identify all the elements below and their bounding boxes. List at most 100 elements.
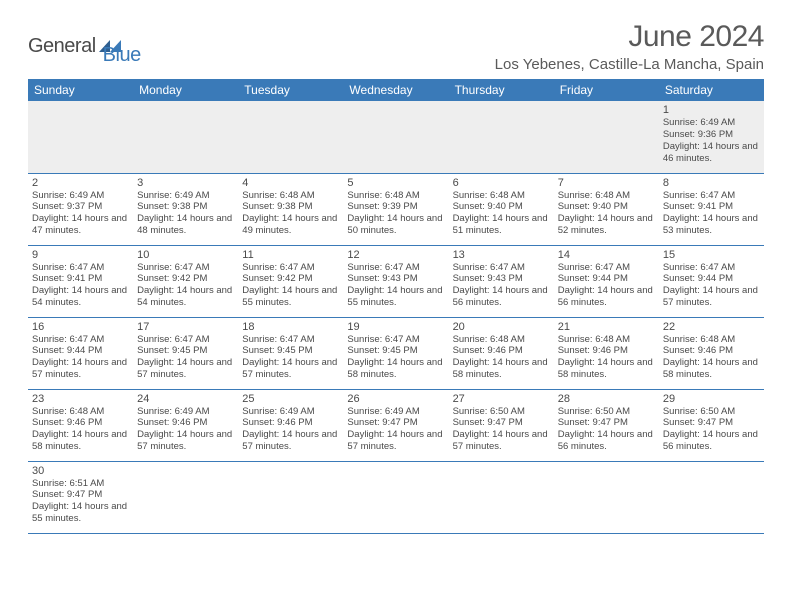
sunset-text: Sunset: 9:46 PM: [137, 417, 234, 429]
week-row: 23Sunrise: 6:48 AMSunset: 9:46 PMDayligh…: [28, 389, 764, 461]
week-row: 9Sunrise: 6:47 AMSunset: 9:41 PMDaylight…: [28, 245, 764, 317]
sunrise-text: Sunrise: 6:48 AM: [453, 190, 550, 202]
day-cell: [659, 461, 764, 533]
sunset-text: Sunset: 9:37 PM: [32, 201, 129, 213]
day-cell: [28, 101, 133, 173]
daylight-text: Daylight: 14 hours and 47 minutes.: [32, 213, 129, 237]
sunset-text: Sunset: 9:38 PM: [137, 201, 234, 213]
brand-part2: Blue: [103, 44, 141, 67]
day-cell: 5Sunrise: 6:48 AMSunset: 9:39 PMDaylight…: [343, 173, 448, 245]
day-number: 16: [32, 321, 129, 333]
day-cell: 13Sunrise: 6:47 AMSunset: 9:43 PMDayligh…: [449, 245, 554, 317]
sunset-text: Sunset: 9:46 PM: [663, 345, 760, 357]
day-cell: 9Sunrise: 6:47 AMSunset: 9:41 PMDaylight…: [28, 245, 133, 317]
daylight-text: Daylight: 14 hours and 56 minutes.: [558, 429, 655, 453]
calendar-table: Sunday Monday Tuesday Wednesday Thursday…: [28, 79, 764, 534]
sunset-text: Sunset: 9:40 PM: [453, 201, 550, 213]
sunrise-text: Sunrise: 6:47 AM: [32, 334, 129, 346]
sunset-text: Sunset: 9:46 PM: [32, 417, 129, 429]
day-cell: 1Sunrise: 6:49 AMSunset: 9:36 PMDaylight…: [659, 101, 764, 173]
daylight-text: Daylight: 14 hours and 58 minutes.: [663, 357, 760, 381]
daylight-text: Daylight: 14 hours and 56 minutes.: [663, 429, 760, 453]
day-cell: 18Sunrise: 6:47 AMSunset: 9:45 PMDayligh…: [238, 317, 343, 389]
day-header: Friday: [554, 79, 659, 101]
sunset-text: Sunset: 9:39 PM: [347, 201, 444, 213]
sunrise-text: Sunrise: 6:49 AM: [663, 117, 760, 129]
day-number: 13: [453, 249, 550, 261]
daylight-text: Daylight: 14 hours and 57 minutes.: [32, 357, 129, 381]
day-cell: 22Sunrise: 6:48 AMSunset: 9:46 PMDayligh…: [659, 317, 764, 389]
daylight-text: Daylight: 14 hours and 57 minutes.: [453, 429, 550, 453]
day-number: 10: [137, 249, 234, 261]
day-header: Tuesday: [238, 79, 343, 101]
day-cell: [554, 101, 659, 173]
sunrise-text: Sunrise: 6:48 AM: [347, 190, 444, 202]
day-cell: 17Sunrise: 6:47 AMSunset: 9:45 PMDayligh…: [133, 317, 238, 389]
day-number: 11: [242, 249, 339, 261]
day-number: 14: [558, 249, 655, 261]
sunrise-text: Sunrise: 6:49 AM: [347, 406, 444, 418]
day-number: 30: [32, 465, 129, 477]
daylight-text: Daylight: 14 hours and 56 minutes.: [558, 285, 655, 309]
daylight-text: Daylight: 14 hours and 55 minutes.: [32, 501, 129, 525]
sunrise-text: Sunrise: 6:48 AM: [453, 334, 550, 346]
sunrise-text: Sunrise: 6:47 AM: [137, 262, 234, 274]
day-cell: 7Sunrise: 6:48 AMSunset: 9:40 PMDaylight…: [554, 173, 659, 245]
sunrise-text: Sunrise: 6:47 AM: [347, 262, 444, 274]
sunset-text: Sunset: 9:47 PM: [663, 417, 760, 429]
brand-part1: General: [28, 35, 96, 58]
sunrise-text: Sunrise: 6:47 AM: [663, 262, 760, 274]
day-cell: 3Sunrise: 6:49 AMSunset: 9:38 PMDaylight…: [133, 173, 238, 245]
day-cell: 11Sunrise: 6:47 AMSunset: 9:42 PMDayligh…: [238, 245, 343, 317]
day-number: 28: [558, 393, 655, 405]
day-cell: 8Sunrise: 6:47 AMSunset: 9:41 PMDaylight…: [659, 173, 764, 245]
day-cell: [449, 461, 554, 533]
day-cell: [133, 101, 238, 173]
sunset-text: Sunset: 9:36 PM: [663, 129, 760, 141]
day-cell: 10Sunrise: 6:47 AMSunset: 9:42 PMDayligh…: [133, 245, 238, 317]
daylight-text: Daylight: 14 hours and 57 minutes.: [663, 285, 760, 309]
day-number: 20: [453, 321, 550, 333]
day-number: 19: [347, 321, 444, 333]
day-header: Monday: [133, 79, 238, 101]
day-number: 26: [347, 393, 444, 405]
day-cell: [238, 101, 343, 173]
day-cell: 2Sunrise: 6:49 AMSunset: 9:37 PMDaylight…: [28, 173, 133, 245]
day-number: 3: [137, 177, 234, 189]
day-cell: 25Sunrise: 6:49 AMSunset: 9:46 PMDayligh…: [238, 389, 343, 461]
day-cell: [554, 461, 659, 533]
daylight-text: Daylight: 14 hours and 57 minutes.: [242, 429, 339, 453]
sunset-text: Sunset: 9:46 PM: [453, 345, 550, 357]
daylight-text: Daylight: 14 hours and 55 minutes.: [242, 285, 339, 309]
day-number: 21: [558, 321, 655, 333]
day-number: 18: [242, 321, 339, 333]
day-cell: 27Sunrise: 6:50 AMSunset: 9:47 PMDayligh…: [449, 389, 554, 461]
location-subtitle: Los Yebenes, Castille-La Mancha, Spain: [495, 56, 764, 73]
sunset-text: Sunset: 9:47 PM: [32, 489, 129, 501]
calendar-page: General Blue June 2024 Los Yebenes, Cast…: [0, 0, 792, 544]
sunset-text: Sunset: 9:42 PM: [242, 273, 339, 285]
daylight-text: Daylight: 14 hours and 55 minutes.: [347, 285, 444, 309]
daylight-text: Daylight: 14 hours and 53 minutes.: [663, 213, 760, 237]
day-header: Saturday: [659, 79, 764, 101]
sunrise-text: Sunrise: 6:48 AM: [32, 406, 129, 418]
day-number: 8: [663, 177, 760, 189]
sunset-text: Sunset: 9:45 PM: [137, 345, 234, 357]
sunrise-text: Sunrise: 6:47 AM: [242, 334, 339, 346]
day-cell: [238, 461, 343, 533]
sunrise-text: Sunrise: 6:50 AM: [453, 406, 550, 418]
sunrise-text: Sunrise: 6:49 AM: [137, 190, 234, 202]
sunset-text: Sunset: 9:42 PM: [137, 273, 234, 285]
week-row: 2Sunrise: 6:49 AMSunset: 9:37 PMDaylight…: [28, 173, 764, 245]
sunrise-text: Sunrise: 6:47 AM: [137, 334, 234, 346]
day-cell: [133, 461, 238, 533]
sunrise-text: Sunrise: 6:47 AM: [32, 262, 129, 274]
daylight-text: Daylight: 14 hours and 57 minutes.: [242, 357, 339, 381]
day-header-row: Sunday Monday Tuesday Wednesday Thursday…: [28, 79, 764, 101]
daylight-text: Daylight: 14 hours and 46 minutes.: [663, 141, 760, 165]
day-number: 29: [663, 393, 760, 405]
day-cell: 30Sunrise: 6:51 AMSunset: 9:47 PMDayligh…: [28, 461, 133, 533]
month-title: June 2024: [495, 20, 764, 54]
week-row: 1Sunrise: 6:49 AMSunset: 9:36 PMDaylight…: [28, 101, 764, 173]
day-number: 24: [137, 393, 234, 405]
